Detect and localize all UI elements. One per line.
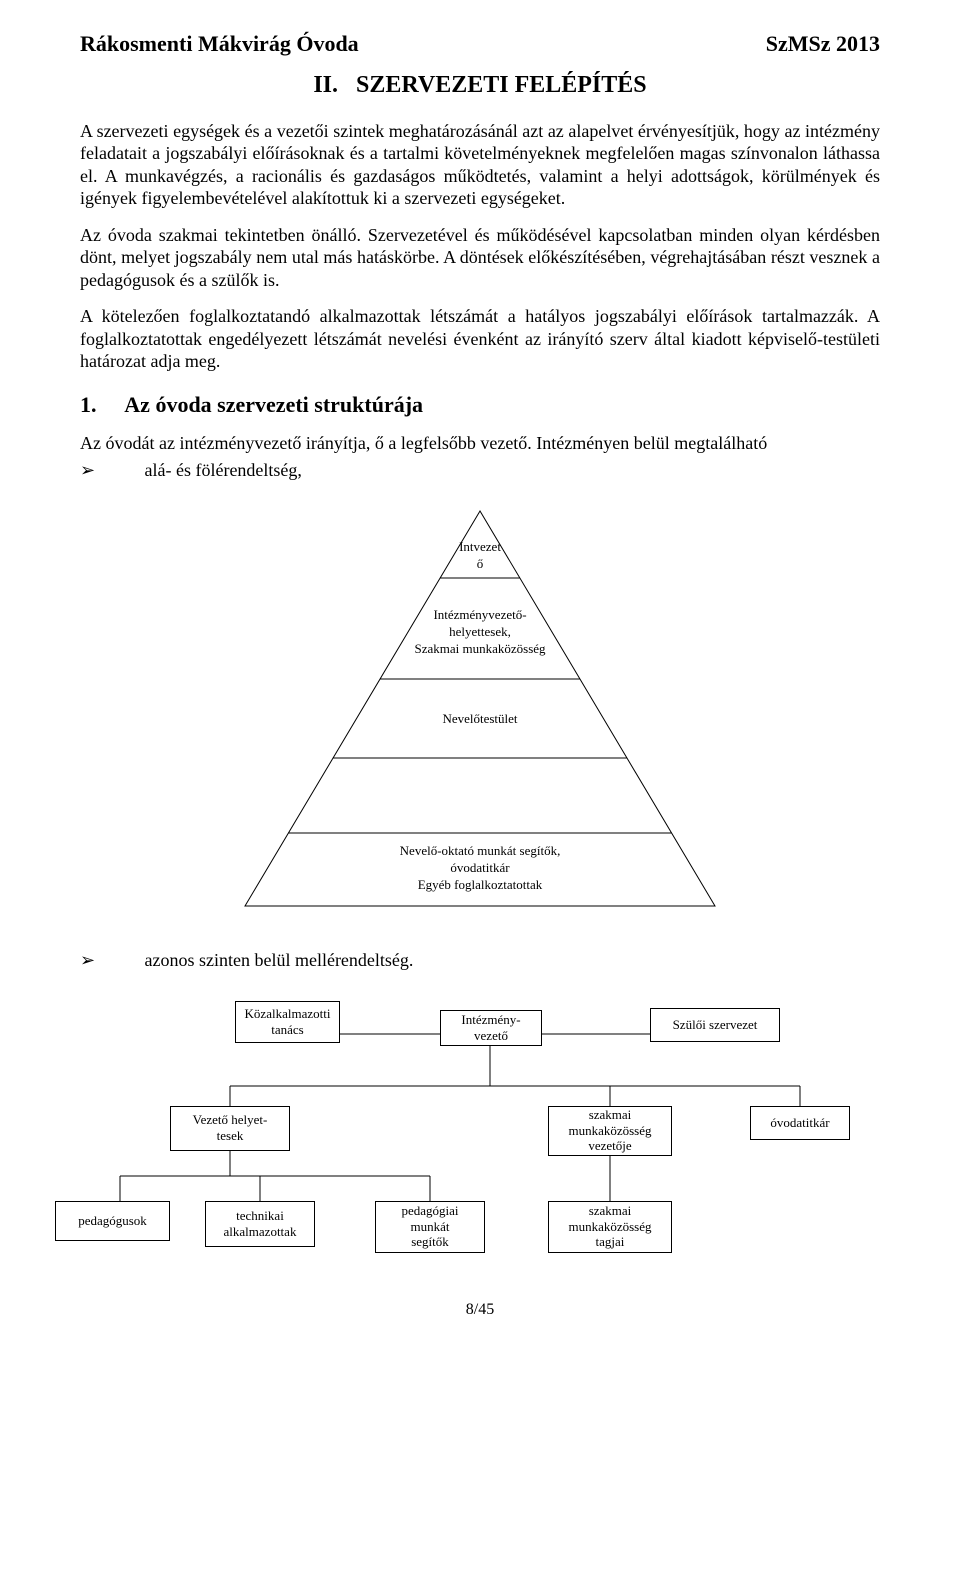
page-number: 8/45 xyxy=(80,1300,880,1320)
org-box-szuloi: Szülői szervezet xyxy=(650,1008,780,1042)
bullet-arrow-icon: ➢ xyxy=(80,949,140,972)
bullet-text: alá- és fölérendeltség, xyxy=(145,460,302,480)
subheading-num: 1. xyxy=(80,391,120,419)
org-box-vezeto-helyettesek: Vezető helyet-tesek xyxy=(170,1106,290,1151)
pyramid-level-3: Nevelőtestület xyxy=(220,711,740,728)
intro-line: Az óvodát az intézményvezető irányítja, … xyxy=(80,432,880,455)
paragraph: Az óvoda szakmai tekintetben önálló. Sze… xyxy=(80,224,880,292)
org-box-intezmenyvezeto: Intézmény-vezető xyxy=(440,1010,542,1046)
org-box-technikai: technikaialkalmazottak xyxy=(205,1201,315,1247)
org-box-ped-segitok: pedagógiaimunkátsegítők xyxy=(375,1201,485,1253)
bullet-arrow-icon: ➢ xyxy=(80,459,140,482)
section-title: II. SZERVEZETI FELÉPÍTÉS xyxy=(80,70,880,100)
pyramid-level-1: Intvezető xyxy=(220,539,740,573)
section-title-text: SZERVEZETI FELÉPÍTÉS xyxy=(356,72,647,98)
paragraph: A szervezeti egységek és a vezetői szint… xyxy=(80,120,880,210)
header-left: Rákosmenti Mákvirág Óvoda xyxy=(80,30,359,58)
header-right: SzMSz 2013 xyxy=(766,30,880,58)
bullet-item-1: ➢ alá- és fölérendeltség, xyxy=(80,459,880,482)
pyramid-level-4: Nevelő-oktató munkát segítők,óvodatitkár… xyxy=(220,843,740,894)
org-box-szakmai-tagjai: szakmaimunkaközösségtagjai xyxy=(548,1201,672,1253)
pyramid-diagram: Intvezető Intézményvezető-helyettesek,Sz… xyxy=(220,501,740,921)
page-header: Rákosmenti Mákvirág Óvoda SzMSz 2013 xyxy=(80,30,880,58)
paragraph: A kötelezően foglalkoztatandó alkalmazot… xyxy=(80,305,880,373)
bullet-item-2: ➢ azonos szinten belül mellérendeltség. xyxy=(80,949,880,972)
subheading-1: 1. Az óvoda szervezeti struktúrája xyxy=(80,391,880,419)
org-box-pedagogusok: pedagógusok xyxy=(55,1201,170,1241)
org-chart: Közalkalmazottitanács Intézmény-vezető S… xyxy=(80,986,880,1266)
org-box-kozalkalmazotti: Közalkalmazottitanács xyxy=(235,1001,340,1043)
subheading-text: Az óvoda szervezeti struktúrája xyxy=(124,392,423,417)
org-box-ovodatitkar: óvodatitkár xyxy=(750,1106,850,1140)
pyramid-level-2: Intézményvezető-helyettesek,Szakmai munk… xyxy=(220,607,740,658)
section-number: II. xyxy=(313,72,338,98)
bullet-text: azonos szinten belül mellérendeltség. xyxy=(145,950,414,970)
org-box-szakmai-vezetoje: szakmaimunkaközösségvezetője xyxy=(548,1106,672,1156)
